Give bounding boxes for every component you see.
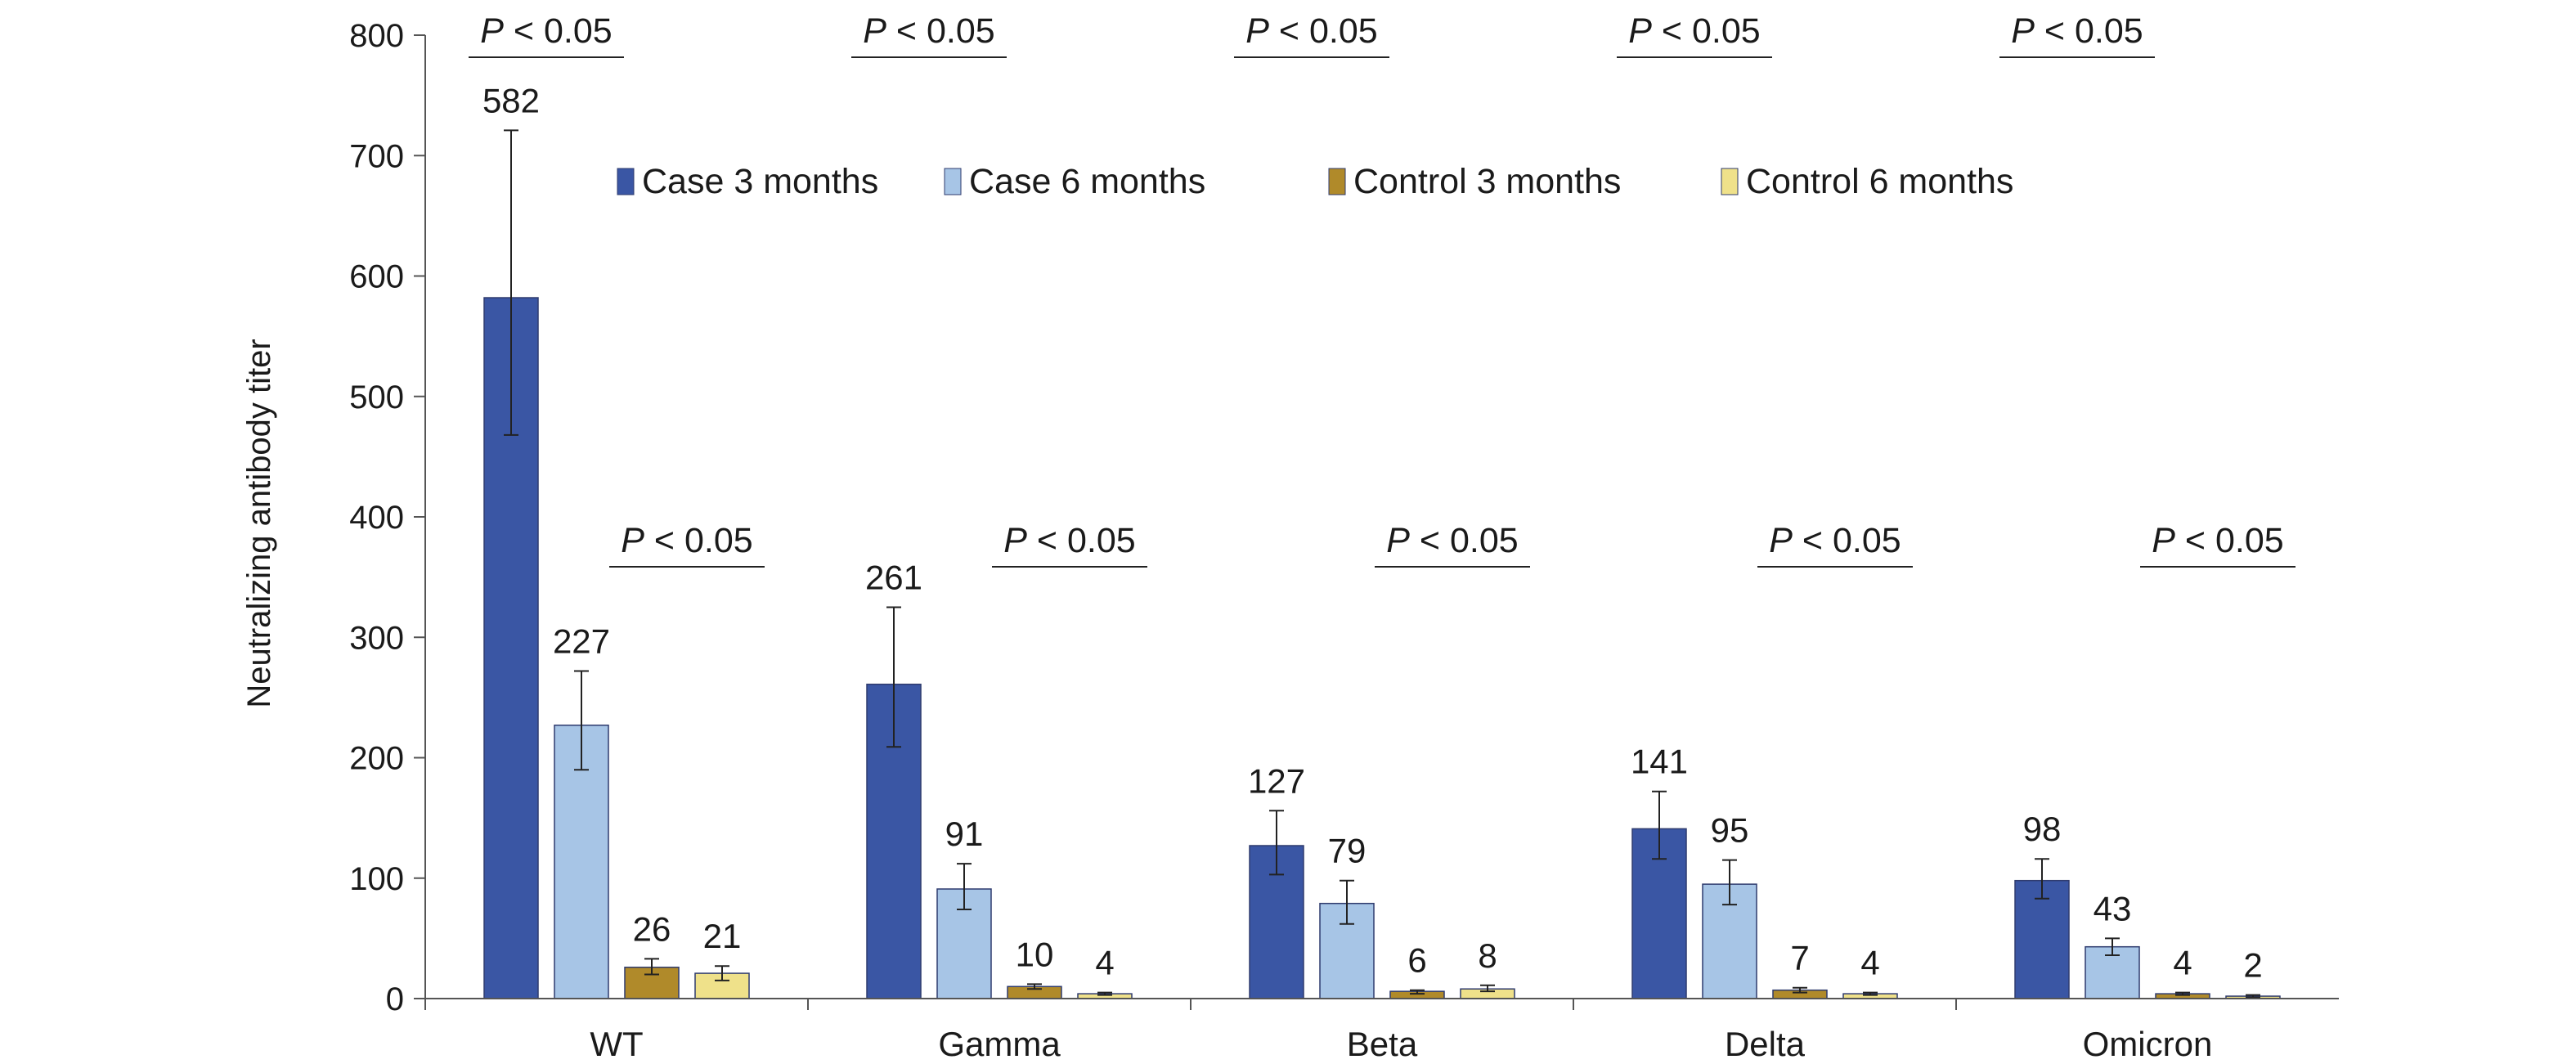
significance-label: P < 0.05: [480, 11, 612, 51]
legend: Case 3 months Case 6 months Control 3 mont…: [617, 162, 2013, 201]
data-label: 582: [482, 81, 540, 119]
y-tick-label: 700: [349, 138, 404, 174]
data-label: 261: [865, 558, 922, 596]
data-label: 7: [1790, 939, 1809, 977]
significance-annotations: P < 0.05P < 0.05P < 0.05P < 0.05P < 0.05…: [469, 11, 2296, 568]
legend-swatch: [944, 168, 962, 195]
p-symbol: P: [863, 11, 886, 51]
category-label: Omicron: [2083, 1025, 2213, 1063]
p-symbol: P: [1245, 11, 1269, 51]
p-symbol: P: [2152, 521, 2175, 560]
y-tick-label: 100: [349, 861, 404, 897]
y-tick-label: 200: [349, 741, 404, 777]
p-symbol: P: [1386, 521, 1410, 560]
data-label: 141: [1631, 743, 1688, 781]
data-label: 4: [1095, 944, 1114, 982]
y-axis-title: Neutralizing antibody titer: [241, 339, 277, 707]
data-label: 2: [2243, 946, 2262, 985]
p-value: < 0.05: [1027, 521, 1136, 560]
p-symbol: P: [1003, 521, 1027, 560]
data-label: 43: [2094, 889, 2132, 927]
legend-label: Case 6 months: [969, 162, 1205, 201]
legend-swatch: [1721, 168, 1739, 195]
legend-label: Case 3 months: [642, 162, 878, 201]
p-value: < 0.05: [886, 11, 995, 51]
significance-label: P < 0.05: [1628, 11, 1760, 51]
p-value: < 0.05: [2175, 521, 2284, 560]
data-label: 95: [1711, 811, 1749, 850]
p-value: < 0.05: [1793, 521, 1901, 560]
y-tick-label: 400: [349, 500, 404, 536]
data-label: 26: [633, 909, 671, 948]
category-label: Gamma: [938, 1025, 1061, 1063]
legend-swatch: [617, 168, 635, 195]
significance-label: P < 0.05: [2011, 11, 2143, 51]
significance-label: P < 0.05: [621, 521, 752, 560]
data-label: 4: [1860, 944, 1879, 982]
data-label: 8: [1478, 936, 1497, 975]
p-value: < 0.05: [644, 521, 753, 560]
y-tick-label: 300: [349, 620, 404, 656]
p-value: < 0.05: [1410, 521, 1519, 560]
p-value: < 0.05: [504, 11, 613, 51]
y-tick-label: 500: [349, 379, 404, 415]
legend-swatch: [1328, 168, 1346, 195]
y-tick-label: 600: [349, 259, 404, 295]
p-symbol: P: [1628, 11, 1652, 51]
data-label: 21: [703, 917, 742, 955]
p-value: < 0.05: [1652, 11, 1761, 51]
category-label: Delta: [1725, 1025, 1806, 1063]
p-value: < 0.05: [2035, 11, 2143, 51]
p-value: < 0.05: [1269, 11, 1378, 51]
significance-label: P < 0.05: [1245, 11, 1377, 51]
y-tick-label: 0: [386, 981, 404, 1017]
p-symbol: P: [2011, 11, 2035, 51]
significance-label: P < 0.05: [863, 11, 994, 51]
data-label: 4: [2173, 944, 2192, 982]
legend-label: Control 3 months: [1353, 162, 1621, 201]
significance-label: P < 0.05: [1769, 521, 1901, 560]
data-label: 79: [1328, 832, 1367, 870]
data-label: 227: [553, 622, 610, 660]
x-axis: WT Gamma Beta Delta Omicron: [424, 998, 2339, 1063]
p-symbol: P: [480, 11, 504, 51]
y-axis: 0 100 200 300 400 500 600 700 800: [349, 18, 426, 1017]
y-tick-label: 800: [349, 18, 404, 54]
category-label: WT: [590, 1025, 643, 1063]
data-label: 91: [945, 815, 984, 853]
category-label: Beta: [1347, 1025, 1418, 1063]
significance-label: P < 0.05: [1003, 521, 1135, 560]
significance-label: P < 0.05: [2152, 521, 2283, 560]
p-symbol: P: [1769, 521, 1793, 560]
significance-label: P < 0.05: [1386, 521, 1518, 560]
p-symbol: P: [621, 521, 644, 560]
legend-label: Control 6 months: [1746, 162, 2013, 201]
data-label: 10: [1016, 935, 1054, 973]
data-label: 127: [1248, 761, 1305, 800]
data-label: 98: [2023, 810, 2062, 848]
bars: 582 227 26 21 261 91 10 4 127 79 6 8 141 95 7 4 98 43 4 2: [482, 81, 2281, 999]
data-label: 6: [1407, 941, 1426, 980]
